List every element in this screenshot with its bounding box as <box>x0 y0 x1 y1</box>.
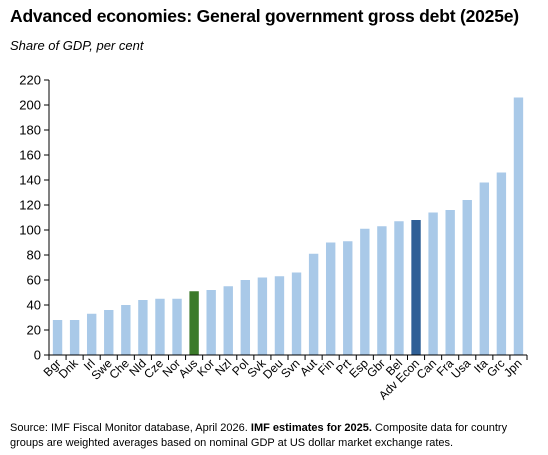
bar <box>69 320 80 355</box>
bar <box>496 172 507 355</box>
bar <box>462 200 472 355</box>
source-text: Source: IMF Fiscal Monitor database, Apr… <box>10 422 251 434</box>
bar <box>513 97 524 355</box>
bar <box>52 320 63 355</box>
source-bold-text: IMF estimates for 2025. <box>250 422 372 434</box>
chart-subtitle: Share of GDP, per cent <box>10 38 144 53</box>
y-tick-label: 20 <box>27 323 41 338</box>
y-tick-label: 220 <box>19 73 41 88</box>
y-tick-label: 60 <box>27 273 41 288</box>
y-tick-label: 120 <box>19 198 41 213</box>
bar <box>223 286 233 355</box>
x-tick-label: Usa <box>448 356 473 381</box>
y-tick-label: 180 <box>19 123 41 138</box>
y-tick-label: 160 <box>19 148 41 163</box>
bar <box>308 253 319 355</box>
y-tick-label: 200 <box>19 98 41 113</box>
y-tick-label: 80 <box>27 248 41 263</box>
bar <box>274 276 285 355</box>
bar <box>121 305 131 355</box>
bar <box>325 242 336 355</box>
bar <box>377 226 387 355</box>
source-note: Source: IMF Fiscal Monitor database, Apr… <box>10 421 542 451</box>
bar <box>240 280 251 355</box>
chart-title: Advanced economies: General government g… <box>10 6 519 26</box>
bar <box>172 298 182 355</box>
y-tick-label: 0 <box>34 348 41 363</box>
bar <box>343 241 353 355</box>
y-tick-label: 40 <box>27 298 41 313</box>
bar <box>257 277 268 355</box>
bar <box>411 220 421 355</box>
x-tick-label: Jpn <box>501 356 525 380</box>
bar <box>291 272 302 355</box>
bar <box>155 298 165 355</box>
bar <box>428 212 438 355</box>
bar <box>104 310 114 355</box>
bar <box>206 290 216 355</box>
bar <box>445 210 455 355</box>
bar <box>479 182 490 355</box>
y-tick-label: 140 <box>19 173 41 188</box>
bar <box>394 221 404 355</box>
bar <box>360 228 370 355</box>
bar <box>86 313 97 355</box>
source-text-continued: Composite data for country groups are we… <box>10 422 508 449</box>
bar <box>189 291 199 355</box>
x-tick-label: Dnk <box>56 356 82 382</box>
y-tick-label: 100 <box>19 223 41 238</box>
bar <box>138 300 148 355</box>
